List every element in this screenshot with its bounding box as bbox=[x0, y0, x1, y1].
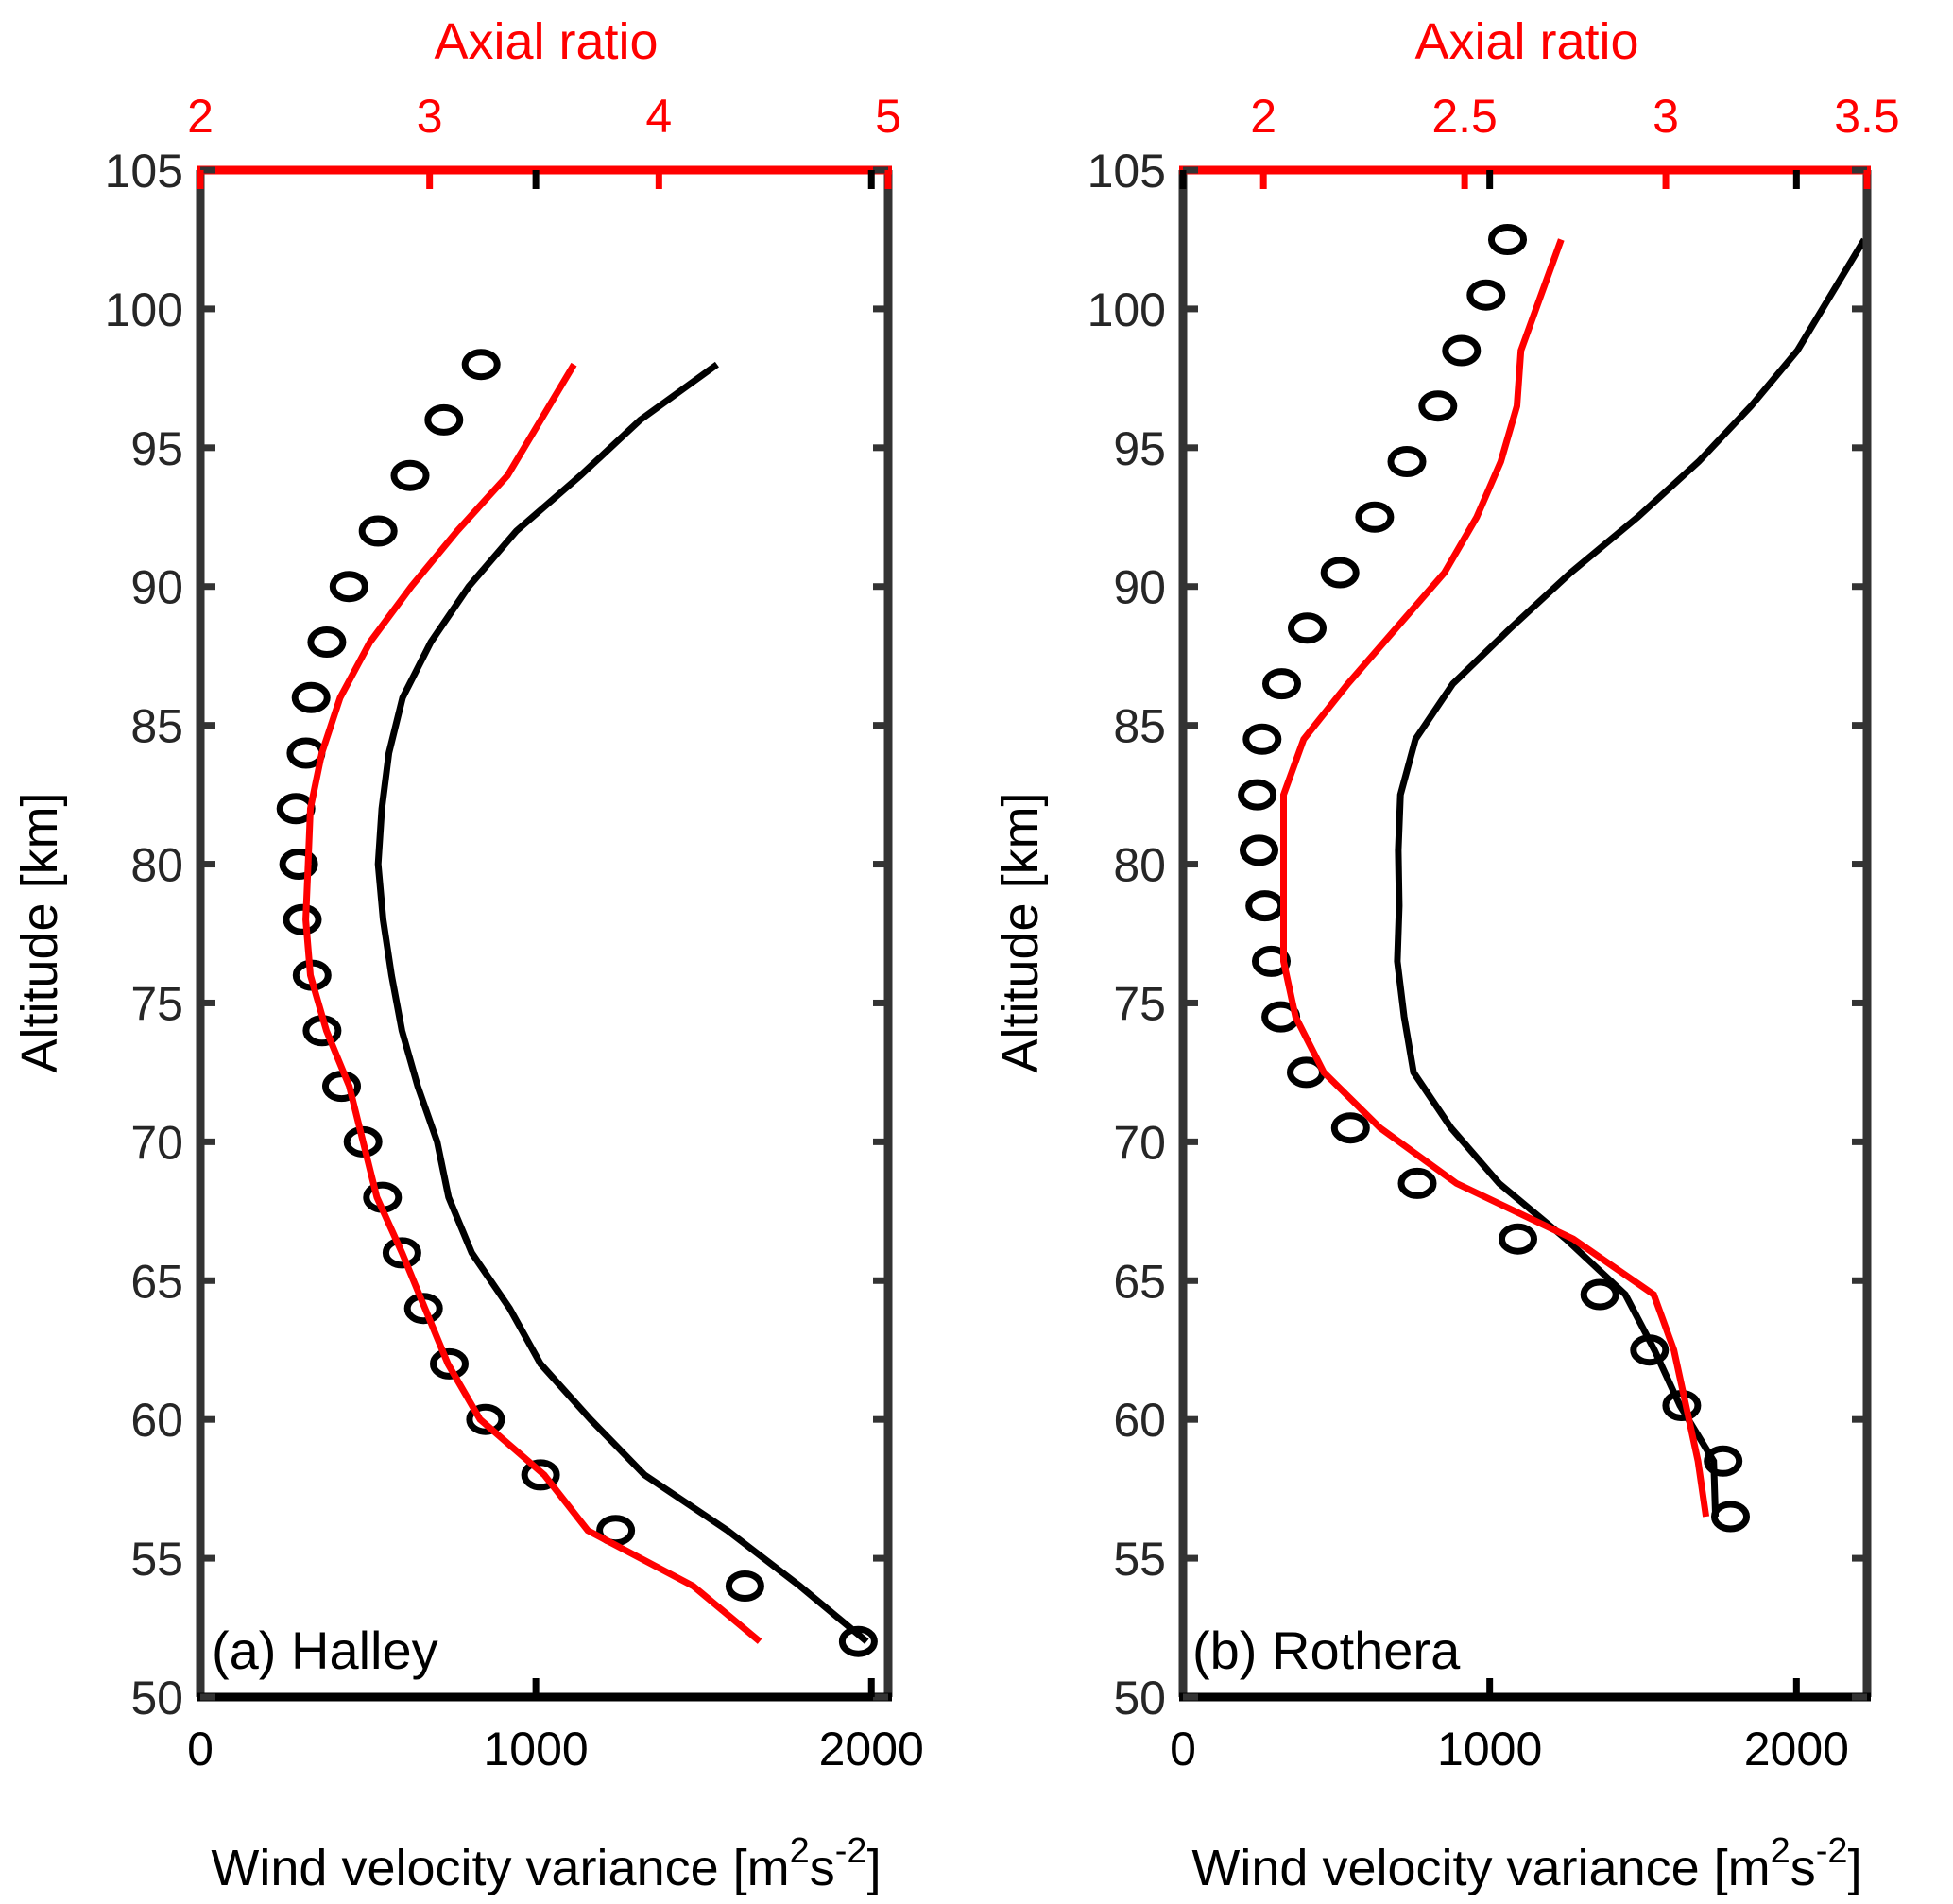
y-tick-label: 95 bbox=[1113, 422, 1166, 475]
x-axis-title-mid: s bbox=[810, 1840, 835, 1896]
variance-point bbox=[725, 1570, 764, 1602]
y-tick-label: 50 bbox=[1113, 1672, 1166, 1724]
variance-point bbox=[1711, 1501, 1750, 1533]
x-axis-title-sup1: 2 bbox=[790, 1831, 810, 1871]
x-tick-label: 0 bbox=[187, 1723, 214, 1775]
variance-point bbox=[521, 1459, 560, 1491]
variance-point bbox=[291, 681, 331, 713]
panel-label: (a) Halley bbox=[212, 1621, 438, 1680]
variance-point bbox=[279, 849, 318, 880]
variance-point bbox=[1238, 779, 1277, 811]
y-tick-label: 65 bbox=[1113, 1255, 1166, 1308]
y-axis-title: Altitude [km] bbox=[11, 792, 68, 1072]
x-tick-label: 0 bbox=[1170, 1723, 1196, 1775]
y-tick-label: 85 bbox=[130, 700, 183, 753]
top-axis-title: Axial ratio bbox=[1414, 13, 1638, 70]
variance-point bbox=[1580, 1278, 1619, 1311]
axial-ratio-line bbox=[302, 362, 762, 1644]
variance-point bbox=[461, 349, 501, 381]
x2-tick-label: 3 bbox=[417, 90, 443, 143]
x-axis-title-sup2: -2 bbox=[835, 1831, 867, 1871]
y-tick-label: 75 bbox=[1113, 977, 1166, 1030]
axial-ratio-line bbox=[1280, 238, 1710, 1518]
y-tick-label: 60 bbox=[1113, 1394, 1166, 1447]
variance-point bbox=[1240, 834, 1278, 866]
variance-point bbox=[1488, 224, 1527, 255]
x-tick-label: 1000 bbox=[1437, 1723, 1542, 1775]
x-tick-label: 2000 bbox=[1744, 1723, 1849, 1775]
top-axis-title: Axial ratio bbox=[434, 13, 658, 70]
variance-point bbox=[1418, 390, 1458, 422]
y-tick-label: 75 bbox=[130, 977, 183, 1030]
x-axis-title: Wind velocity variance [m2s-2] bbox=[1191, 1831, 1861, 1896]
x2-tick-label: 2.5 bbox=[1431, 90, 1498, 143]
y-tick-label: 100 bbox=[105, 283, 183, 336]
x-axis-title-main: Wind velocity variance [m bbox=[211, 1840, 789, 1896]
variance-point bbox=[1262, 668, 1301, 700]
variance-point bbox=[1442, 334, 1482, 367]
variance-point bbox=[1252, 945, 1291, 977]
y-tick-label: 95 bbox=[130, 422, 183, 475]
variance-point bbox=[1397, 1167, 1437, 1199]
x-axis-title-sup1: 2 bbox=[1771, 1831, 1790, 1871]
variance-line bbox=[1394, 237, 1868, 1518]
y-tick-label: 90 bbox=[130, 561, 183, 614]
x-axis-title-end: ] bbox=[867, 1840, 882, 1896]
variance-point bbox=[430, 1347, 469, 1380]
x2-tick-label: 4 bbox=[645, 90, 672, 143]
variance-point bbox=[1387, 446, 1427, 477]
panel-halley: Axial ratio Wind velocity variance [m2s-… bbox=[11, 13, 924, 1896]
y-tick-label: 55 bbox=[130, 1533, 183, 1586]
y-tick-label: 65 bbox=[130, 1255, 183, 1308]
variance-point bbox=[1466, 279, 1506, 311]
variance-point bbox=[329, 571, 368, 603]
variance-point bbox=[1704, 1445, 1743, 1477]
variance-point bbox=[382, 1237, 421, 1269]
variance-point bbox=[1330, 1112, 1370, 1144]
y-tick-label: 55 bbox=[1113, 1533, 1166, 1586]
variance-point bbox=[1499, 1223, 1537, 1255]
x-tick-label: 2000 bbox=[819, 1723, 924, 1775]
variance-point bbox=[424, 403, 464, 436]
variance-point bbox=[466, 1403, 505, 1435]
x2-tick-label: 3.5 bbox=[1834, 90, 1900, 143]
x2-tick-label: 3 bbox=[1653, 90, 1679, 143]
variance-point bbox=[1355, 501, 1395, 533]
y-tick-label: 50 bbox=[130, 1672, 183, 1724]
y-tick-label: 80 bbox=[130, 839, 183, 892]
x-axis-title-sup2: -2 bbox=[1816, 1831, 1848, 1871]
x-tick-label: 1000 bbox=[484, 1723, 589, 1775]
variance-point bbox=[1242, 723, 1282, 755]
y-tick-label: 70 bbox=[1113, 1116, 1166, 1169]
y-tick-label: 85 bbox=[1113, 700, 1166, 753]
y-tick-label: 100 bbox=[1088, 283, 1166, 336]
y-tick-label: 90 bbox=[1113, 561, 1166, 614]
x2-tick-label: 2 bbox=[187, 90, 214, 143]
y-tick-label: 80 bbox=[1113, 839, 1166, 892]
y-tick-label: 70 bbox=[130, 1116, 183, 1169]
x-axis-title-mid: s bbox=[1790, 1840, 1816, 1896]
variance-line bbox=[374, 361, 869, 1644]
variance-point bbox=[838, 1625, 878, 1657]
x-axis-title-end: ] bbox=[1848, 1840, 1862, 1896]
y-tick-label: 60 bbox=[130, 1394, 183, 1447]
x-axis-title: Wind velocity variance [m2s-2] bbox=[211, 1831, 881, 1896]
y-tick-label: 105 bbox=[1088, 145, 1166, 197]
panel-rothera: Axial ratio Wind velocity variance [m2s-… bbox=[992, 13, 1900, 1896]
variance-point bbox=[1245, 890, 1285, 922]
variance-point bbox=[1288, 612, 1327, 644]
variance-point bbox=[283, 903, 322, 935]
x2-tick-label: 2 bbox=[1250, 90, 1276, 143]
x2-tick-label: 5 bbox=[875, 90, 901, 143]
x-axis-title-main: Wind velocity variance [m bbox=[1191, 1840, 1770, 1896]
variance-point bbox=[1320, 557, 1360, 589]
variance-point bbox=[358, 515, 398, 547]
y-tick-label: 105 bbox=[105, 145, 183, 197]
variance-point bbox=[390, 459, 430, 491]
panel-label: (b) Rothera bbox=[1192, 1621, 1461, 1680]
variance-point bbox=[307, 626, 347, 658]
y-axis-title: Altitude [km] bbox=[992, 792, 1049, 1072]
